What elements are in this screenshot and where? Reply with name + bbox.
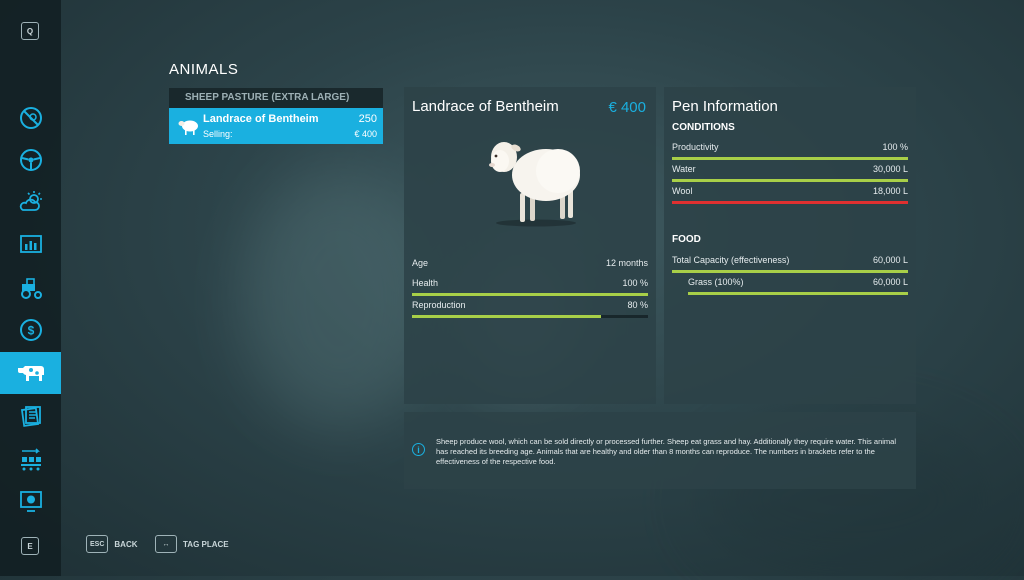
grass-label: Grass (100%) (688, 277, 744, 287)
stat-health-label: Health (412, 278, 439, 288)
back-label: BACK (114, 539, 138, 549)
water-label: Water (672, 164, 696, 174)
tag-place-label: TAG PLACE (183, 539, 229, 549)
water-bar-fill (672, 179, 908, 182)
page-title: ANIMALS (169, 61, 239, 78)
food-heading: FOOD (672, 234, 701, 245)
sidebar-item-restrictions[interactable] (0, 97, 61, 139)
animal-price: € 400 (608, 99, 646, 116)
esc-key-icon: ESC (86, 535, 109, 553)
sidebar-item-animals[interactable] (0, 352, 61, 394)
prev-page-key[interactable]: Q (21, 22, 39, 40)
production-icon (20, 448, 41, 471)
no-entry-icon (19, 107, 42, 129)
sidebar-item-finances[interactable]: $ (0, 309, 61, 351)
sidebar: Q (0, 0, 61, 576)
info-icon: i (412, 443, 425, 456)
info-text: Sheep produce wool, which can be sold di… (436, 437, 896, 466)
productivity-bar-fill (672, 157, 908, 160)
wool-value: 18,000 L (872, 186, 908, 196)
statistics-icon (19, 235, 42, 253)
back-button[interactable]: ESC BACK (86, 535, 138, 553)
total-capacity-bar (672, 270, 908, 273)
water-value: 30,000 L (872, 164, 908, 174)
cow-icon (17, 366, 44, 381)
wool-bar (672, 201, 908, 204)
stat-age-value: 12 months (605, 258, 648, 268)
animal-list: SHEEP PASTURE (EXTRA LARGE) Landrace of … (169, 88, 383, 144)
reproduction-bar-fill (412, 315, 601, 318)
list-item[interactable]: Landrace of Bentheim 250 Selling: € 400 (169, 108, 383, 144)
tag-place-button[interactable]: ↔ TAG PLACE (155, 535, 229, 553)
grass-bar-fill (688, 292, 908, 295)
productivity-label: Productivity (672, 142, 719, 152)
tractor-icon (20, 278, 42, 299)
grass-value: 60,000 L (872, 277, 908, 287)
list-item-selling-label: Selling: (203, 129, 233, 139)
stat-health-value: 100 % (622, 278, 648, 288)
sidebar-item-help[interactable] (0, 480, 61, 522)
sidebar-item-production[interactable] (0, 438, 61, 480)
help-screen-icon (19, 491, 42, 512)
sheep-icon (178, 120, 198, 135)
total-capacity-value: 60,000 L (872, 255, 908, 265)
reproduction-bar (412, 315, 648, 318)
productivity-value: 100 % (882, 142, 908, 152)
productivity-bar (672, 157, 908, 160)
weather-icon (19, 191, 42, 211)
animal-details-panel: Landrace of Bentheim € 400 Age 12 months… (404, 87, 656, 404)
sidebar-item-garage[interactable] (0, 267, 61, 309)
sidebar-item-vehicles[interactable] (0, 139, 61, 181)
stat-age-label: Age (412, 258, 429, 268)
info-panel: i Sheep produce wool, which can be sold … (404, 412, 916, 489)
total-capacity-bar-fill (672, 270, 908, 273)
next-page-key[interactable]: E (21, 537, 39, 555)
stat-reproduction-label: Reproduction (412, 300, 466, 310)
wool-label: Wool (672, 186, 693, 196)
conditions-heading: CONDITIONS (672, 122, 735, 133)
steering-wheel-icon (19, 149, 42, 171)
dollar-icon: $ (19, 319, 42, 341)
contracts-icon (20, 406, 41, 427)
list-item-name: Landrace of Bentheim (203, 113, 319, 125)
sheep-image (489, 142, 580, 227)
sidebar-item-contracts[interactable] (0, 395, 61, 437)
sidebar-item-statistics[interactable] (0, 224, 61, 266)
health-bar (412, 293, 648, 296)
health-bar-fill (412, 293, 648, 296)
pen-title: Pen Information (672, 98, 778, 115)
tag-key-icon: ↔ (155, 535, 177, 553)
sidebar-item-weather[interactable] (0, 181, 61, 223)
list-item-selling-price: € 400 (354, 129, 377, 139)
total-capacity-label: Total Capacity (effectiveness) (672, 255, 790, 265)
grass-bar (688, 292, 908, 295)
list-header-pasture: SHEEP PASTURE (EXTRA LARGE) (169, 88, 383, 108)
animal-name: Landrace of Bentheim (412, 98, 559, 115)
water-bar (672, 179, 908, 182)
list-item-count: 250 (358, 113, 377, 125)
wool-bar-fill (672, 201, 908, 204)
svg-text:$: $ (27, 324, 34, 338)
pen-info-panel: Pen Information CONDITIONS Productivity … (664, 87, 916, 404)
stat-reproduction-value: 80 % (627, 300, 648, 310)
